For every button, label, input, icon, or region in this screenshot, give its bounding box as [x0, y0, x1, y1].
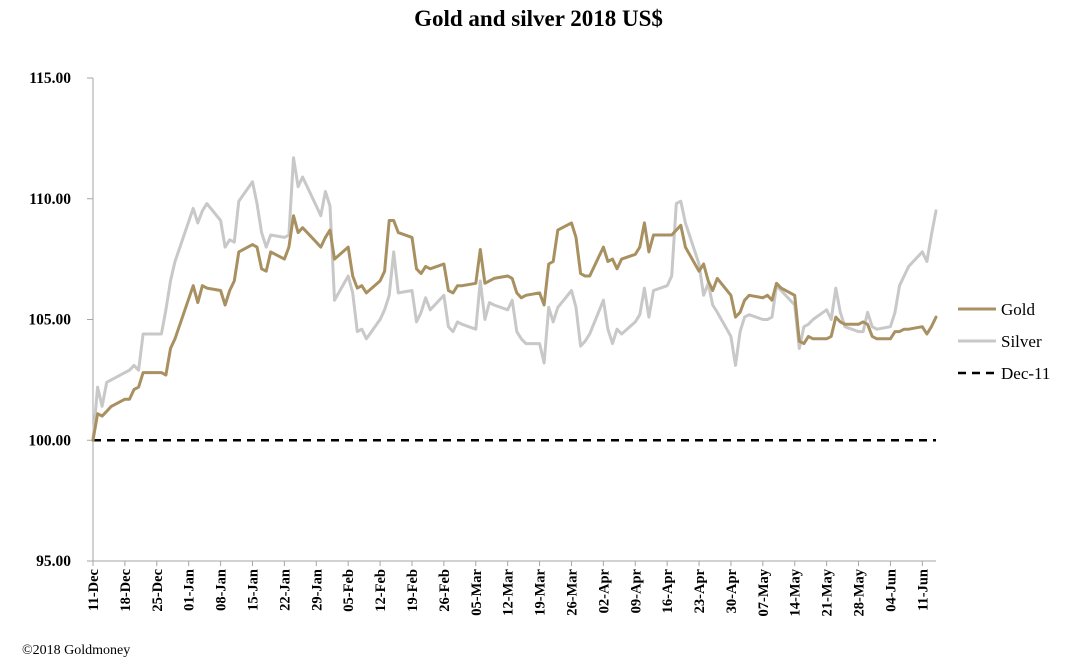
x-tick-label: 26-Feb: [437, 569, 453, 612]
x-tick-label: 29-Jan: [309, 569, 325, 611]
x-tick-label: 01-Jan: [182, 569, 198, 611]
y-tick-label: 100.00: [28, 432, 71, 449]
series-line-silver: [91, 156, 938, 442]
x-tick-label: 05-Feb: [341, 569, 357, 612]
y-axis-ticks: 95.00 100.00 105.00 110.00 115.00: [28, 70, 93, 570]
legend: Gold Silver Dec-11: [958, 300, 1050, 383]
x-tick-label: 23-Apr: [692, 568, 708, 613]
x-tick-label: 09-Apr: [628, 568, 644, 613]
series-lines: [91, 156, 938, 442]
x-tick-label: 28-May: [852, 568, 868, 616]
x-tick-label: 05-Mar: [469, 568, 485, 615]
y-tick-label: 105.00: [28, 312, 71, 329]
copyright-text: ©2018 Goldmoney: [22, 643, 131, 658]
x-tick-label: 25-Dec: [150, 568, 166, 611]
y-tick-label: 115.00: [29, 70, 71, 87]
x-axis-ticks: 11-Dec 18-Dec 25-Dec 01-Jan 08-Jan 15-Jan 22-J…: [86, 561, 931, 617]
x-tick-label: 04-Jun: [883, 569, 899, 612]
x-tick-label: 14-May: [788, 568, 804, 616]
x-tick-label: 11-Dec: [86, 568, 102, 610]
x-tick-label: 18-Dec: [118, 568, 134, 611]
legend-label: Dec-11: [1001, 364, 1050, 383]
chart-title: Gold and silver 2018 US$: [414, 6, 663, 31]
x-tick-label: 02-Apr: [596, 568, 612, 613]
series-line-gold: [91, 214, 938, 442]
x-tick-label: 12-Feb: [373, 569, 389, 612]
x-tick-label: 19-Feb: [405, 569, 421, 612]
x-tick-label: 30-Apr: [724, 568, 740, 613]
x-tick-label: 19-Mar: [533, 568, 549, 615]
x-tick-label: 07-May: [756, 568, 772, 616]
y-tick-label: 110.00: [29, 191, 71, 208]
x-tick-label: 12-Mar: [501, 568, 517, 615]
x-tick-label: 11-Jun: [915, 569, 931, 611]
y-tick-label: 95.00: [36, 553, 71, 570]
x-tick-label: 16-Apr: [660, 568, 676, 613]
x-tick-label: 08-Jan: [214, 569, 230, 611]
x-tick-label: 22-Jan: [277, 569, 293, 611]
legend-label: Silver: [1001, 332, 1042, 351]
x-tick-label: 26-Mar: [564, 568, 580, 615]
legend-label: Gold: [1001, 300, 1036, 319]
x-tick-label: 15-Jan: [245, 569, 261, 611]
x-tick-label: 21-May: [820, 568, 836, 616]
